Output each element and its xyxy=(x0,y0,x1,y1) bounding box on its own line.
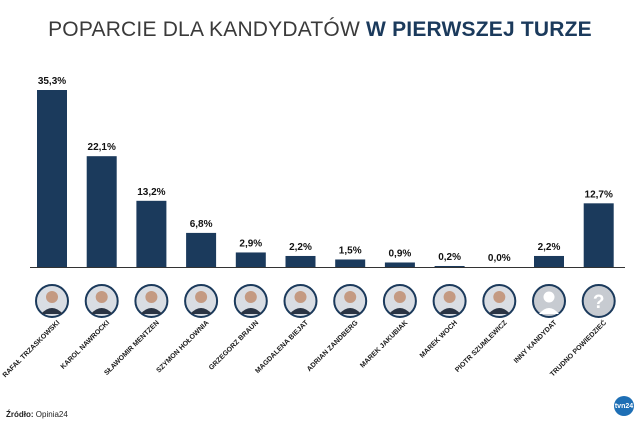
avatar-shoulders xyxy=(41,308,63,314)
bar xyxy=(235,252,266,267)
data-label: 12,7% xyxy=(585,189,613,200)
data-label: 22,1% xyxy=(88,142,116,153)
data-label: 0,0% xyxy=(488,253,511,264)
avatar-head xyxy=(95,291,108,303)
avatar-shoulders xyxy=(190,308,213,314)
category-label: SZYMON HOŁOWNIA xyxy=(156,319,211,374)
data-label: 13,2% xyxy=(137,187,165,198)
bar xyxy=(37,90,67,267)
category-label: MAREK JAKUBIAK xyxy=(359,319,409,369)
bar xyxy=(186,232,217,267)
avatar-head xyxy=(393,291,406,303)
portrait-icon xyxy=(482,284,517,318)
portrait-icon xyxy=(382,284,417,318)
category-label: TRUDNO POWIEDZIEĆ xyxy=(548,318,608,378)
tvn24-logo: tvn24 xyxy=(614,396,634,416)
source-value: Opinia24 xyxy=(35,410,68,419)
data-label: 2,2% xyxy=(289,242,312,253)
portrait-icon xyxy=(35,284,69,318)
avatar-shoulders xyxy=(140,308,163,314)
portrait-icon xyxy=(134,284,169,318)
bar xyxy=(86,156,117,267)
avatar-shoulders xyxy=(90,308,113,314)
category-label: ADRIAN ZANDBERG xyxy=(306,319,360,373)
bar xyxy=(335,259,366,267)
portrait-icon xyxy=(283,284,318,318)
category-label: KAROL NAWROCKI xyxy=(60,319,111,370)
data-label: 35,3% xyxy=(38,76,66,87)
avatar-head xyxy=(244,291,257,303)
question-glyph: ? xyxy=(593,292,605,313)
title-light: POPARCIE DLA KANDYDATÓW xyxy=(48,18,360,41)
bar xyxy=(434,265,465,267)
logo-text: tvn24 xyxy=(614,402,634,410)
avatar-shoulders xyxy=(438,308,461,314)
category-label: RAFAŁ TRZASKOWSKI xyxy=(2,319,62,379)
avatar-head xyxy=(443,291,456,303)
chart-title: POPARCIE DLA KANDYDATÓW W PIERWSZEJ TURZ… xyxy=(0,18,640,42)
avatar-head xyxy=(294,291,307,303)
avatar-shoulders xyxy=(488,308,511,314)
data-label: 1,5% xyxy=(339,245,362,256)
avatar-head xyxy=(344,291,357,303)
source-label: Źródło: xyxy=(6,410,34,419)
avatar-shoulders xyxy=(289,308,312,314)
portrait-icon xyxy=(84,284,119,318)
avatar-shoulders xyxy=(339,308,362,314)
bar xyxy=(534,255,564,267)
title-bold: W PIERWSZEJ TURZE xyxy=(366,18,592,41)
data-label: 6,8% xyxy=(190,219,213,230)
portrait-icon xyxy=(233,284,268,318)
category-label: MAGDALENA BIEJAT xyxy=(254,319,310,375)
data-label: 0,2% xyxy=(438,252,461,263)
category-label: SŁAWOMIR MENTZEN xyxy=(103,319,160,376)
data-label: 2,2% xyxy=(538,242,561,253)
portrait-icon xyxy=(432,284,467,318)
bar xyxy=(136,200,167,267)
question-mark-icon: ? xyxy=(581,284,616,318)
avatar-head xyxy=(195,291,208,303)
category-label: MAREK WOCH xyxy=(419,319,459,359)
source-note: Źródło: Opinia24 xyxy=(6,410,68,419)
bar xyxy=(583,203,614,267)
avatar-circle xyxy=(581,284,616,318)
bar xyxy=(384,262,415,267)
portrait-icon xyxy=(333,284,368,318)
category-label: PIOTR SZUMLEWICZ xyxy=(454,319,509,374)
avatar-shoulders xyxy=(539,308,559,314)
data-label: 0,9% xyxy=(389,248,412,259)
avatar-head xyxy=(145,291,158,303)
category-label: INNY KANDYDAT xyxy=(513,319,559,365)
portrait-icon xyxy=(184,284,219,318)
avatar-head xyxy=(543,291,555,303)
bar xyxy=(285,255,316,267)
category-label: GRZEGORZ BRAUN xyxy=(208,319,260,371)
avatar-head xyxy=(46,291,58,303)
generic-person-icon xyxy=(532,284,566,318)
avatar-shoulders xyxy=(388,308,411,314)
avatar-shoulders xyxy=(239,308,262,314)
avatar-head xyxy=(493,291,506,303)
data-label: 2,9% xyxy=(239,238,262,249)
